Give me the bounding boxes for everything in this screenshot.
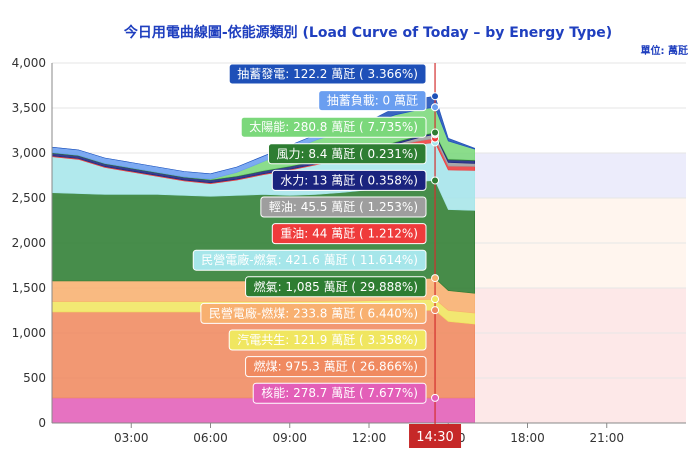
tooltip-box xyxy=(245,276,427,298)
tooltip-box xyxy=(228,63,427,85)
tooltip-label: 風力: 8.4 萬瓩 ( 0.231%) xyxy=(276,147,418,161)
current-value-dot xyxy=(431,92,440,101)
y-tick-label: 1,000 xyxy=(12,326,46,340)
reserve-band xyxy=(435,288,686,423)
tooltip-label: 燃氣: 1,085 萬瓩 ( 29.888%) xyxy=(254,279,418,294)
current-time-badge xyxy=(409,424,462,448)
tooltip-box xyxy=(200,302,427,324)
tooltip-label: 燃煤: 975.3 萬瓩 ( 26.866%) xyxy=(254,359,418,374)
x-tick-label: 21:00 xyxy=(589,431,624,445)
tooltip-label: 民營電廠-燃煤: 233.8 萬瓩 ( 6.440%) xyxy=(209,305,418,320)
y-tick-label: 2,000 xyxy=(12,236,46,250)
reserve-band xyxy=(435,198,686,243)
tooltip-label: 民營電廠-燃氣: 421.6 萬瓩 ( 11.614%) xyxy=(201,252,418,267)
y-tick-label: 4,000 xyxy=(12,56,46,70)
current-value-dot xyxy=(431,306,440,315)
tooltip-box xyxy=(252,382,427,404)
x-tick-label: 03:00 xyxy=(114,431,149,445)
x-tick-label: 18:00 xyxy=(510,431,545,445)
reserve-band xyxy=(435,243,686,288)
reserve-band xyxy=(435,153,686,198)
y-tick-label: 3,000 xyxy=(12,146,46,160)
unit-label: 單位: 萬瓩 xyxy=(641,44,688,57)
x-tick-label: 12:00 xyxy=(352,431,387,445)
x-tick-label: 06:00 xyxy=(193,431,228,445)
current-value-dot xyxy=(431,176,440,185)
tooltip-label: 汽電共生: 121.9 萬瓩 ( 3.358%) xyxy=(237,332,418,347)
y-tick-label: 3,500 xyxy=(12,101,46,115)
tooltip-box xyxy=(318,90,427,112)
current-value-dot xyxy=(431,103,440,112)
tooltip-label: 太陽能: 280.8 萬瓩 ( 7.735%) xyxy=(249,119,418,134)
tooltip-label: 重油: 44 萬瓩 ( 1.212%) xyxy=(280,227,418,241)
tooltip-box xyxy=(271,169,427,191)
current-time-label: 14:30 xyxy=(416,430,453,445)
y-tick-label: 1,500 xyxy=(12,281,46,295)
tooltip-label: 抽蓄發電: 122.2 萬瓩 ( 3.366%) xyxy=(237,66,418,81)
tooltip-box xyxy=(245,356,427,378)
reserve-bands xyxy=(435,153,686,423)
tooltip-label: 輕油: 45.5 萬瓩 ( 1.253%) xyxy=(269,200,418,214)
tooltip-box xyxy=(192,249,427,271)
chart-title: 今日用電曲線圖-依能源類別 (Load Curve of Today – by … xyxy=(123,24,612,41)
y-tick-label: 500 xyxy=(23,371,46,385)
current-value-dot xyxy=(431,393,440,402)
y-tick-label: 2,500 xyxy=(12,191,46,205)
tooltip-box xyxy=(260,196,427,218)
tooltip-box xyxy=(240,116,427,138)
tooltip-label: 抽蓄負載: 0 萬瓩 xyxy=(327,94,418,108)
tooltip-label: 水力: 13 萬瓩 ( 0.358%) xyxy=(280,173,418,187)
tooltip-box xyxy=(228,329,427,351)
tooltip-box xyxy=(271,223,427,245)
current-value-dot xyxy=(431,295,440,304)
x-tick-label: 09:00 xyxy=(272,431,307,445)
current-value-dot xyxy=(431,128,440,137)
current-value-dot xyxy=(431,274,440,283)
axes: 0 500 1,000 1,500 2,000 2,500 3,000 3,500 4,000 0… xyxy=(12,56,686,445)
tooltip-label: 核能: 278.7 萬瓩 ( 7.677%) xyxy=(261,386,418,400)
area-抽蓄發電 xyxy=(51,95,475,175)
tooltip-box xyxy=(267,143,427,165)
y-tick-label: 0 xyxy=(38,416,46,430)
current-time-marker: 14:30 xyxy=(409,63,462,448)
